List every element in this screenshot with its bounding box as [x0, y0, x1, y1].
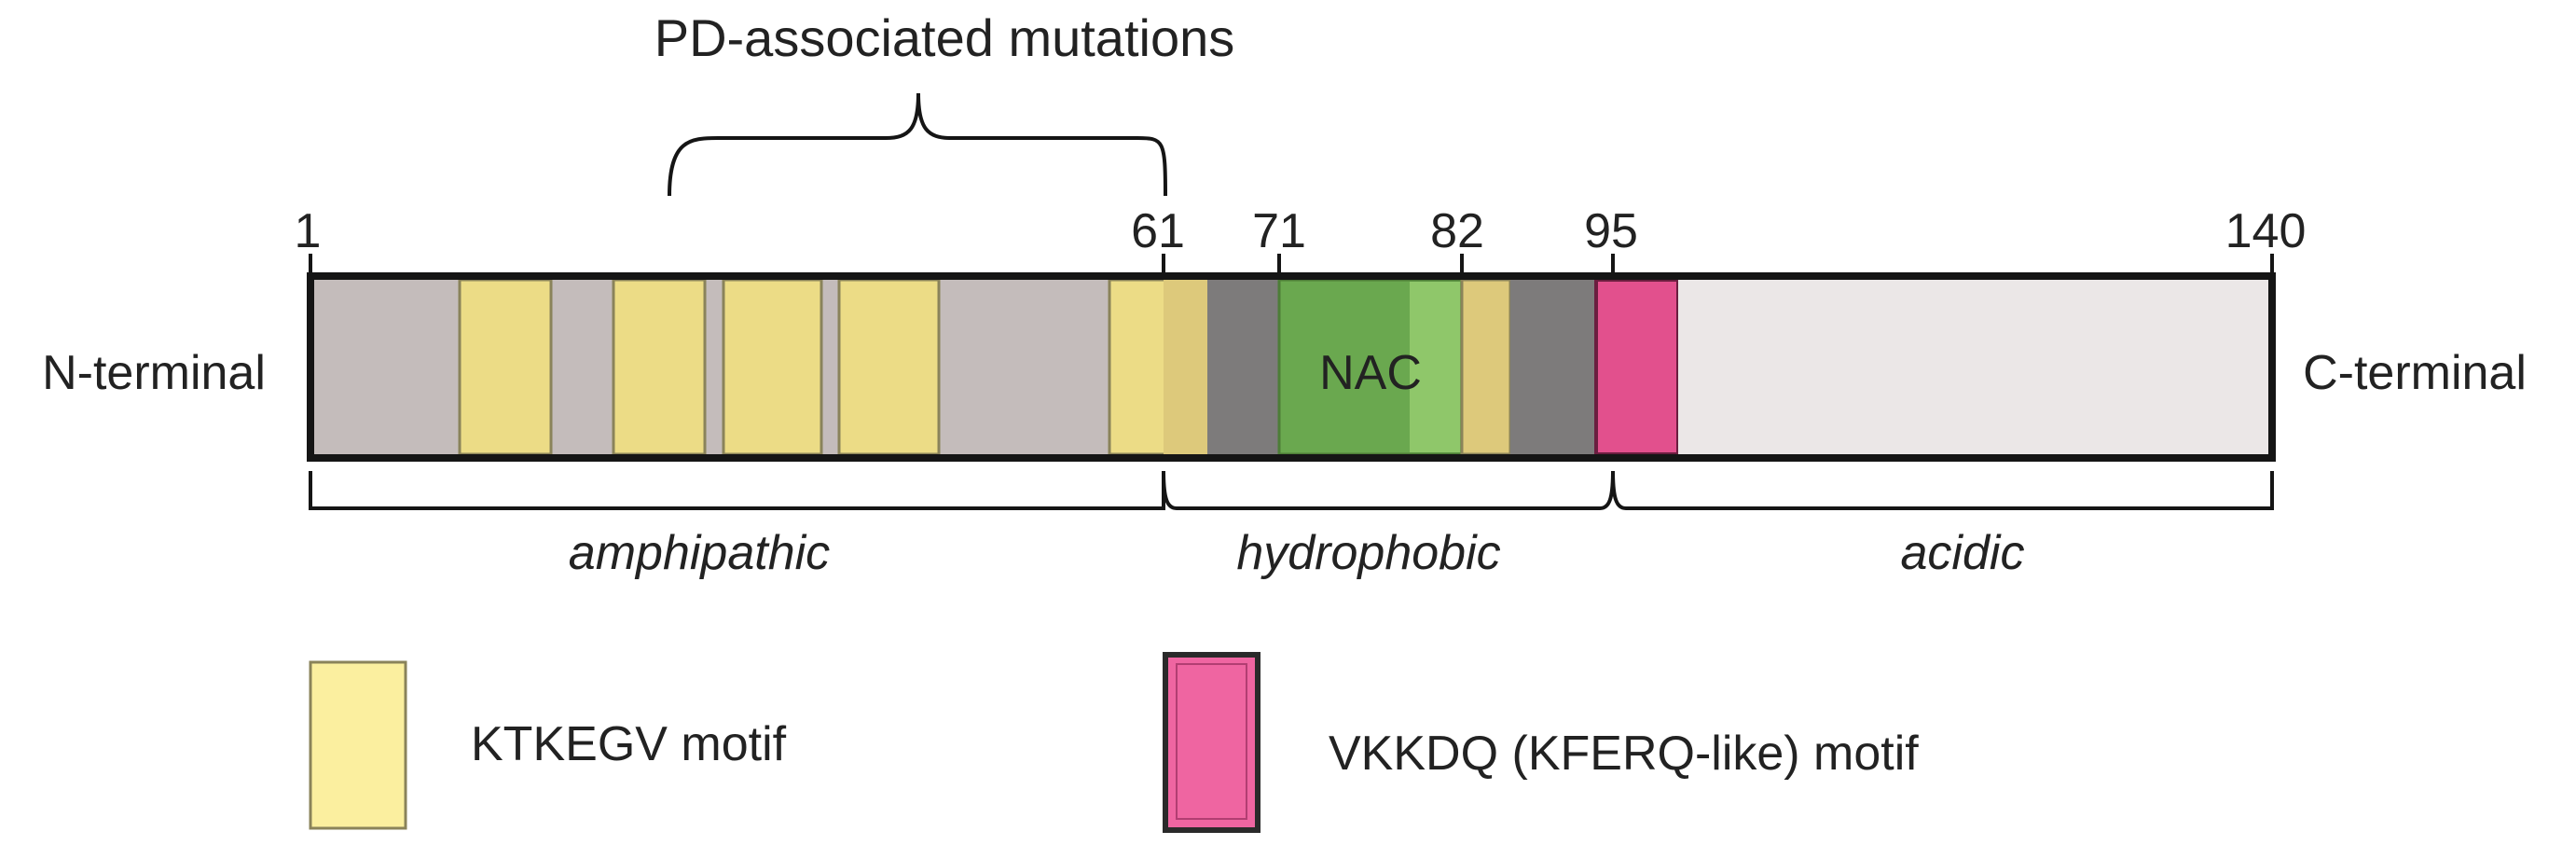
acidic-region [1678, 276, 2272, 458]
legend-label-vkkdq: VKKDQ (KFERQ-like) motif [1329, 727, 1919, 781]
tick-label-61: 61 [1131, 204, 1185, 258]
domain-label-hydrophobic: hydrophobic [1236, 526, 1500, 580]
ktkegv-motif-1 [458, 278, 553, 456]
tick-label-82: 82 [1430, 204, 1484, 258]
nac-region-highlight [1410, 282, 1460, 452]
ktkegv-motif-6 [1460, 278, 1512, 456]
domain-label-acidic: acidic [1901, 526, 2025, 580]
nac-label: NAC [1319, 346, 1422, 400]
domain-brackets [309, 470, 2274, 510]
ktkegv-motif-2 [612, 278, 707, 456]
tick-label-71: 71 [1252, 204, 1306, 258]
vkkdq-motif [1594, 278, 1680, 456]
tick-marks [309, 254, 2274, 274]
protein-bar [307, 272, 2276, 462]
domain-label-amphipathic: amphipathic [569, 526, 830, 580]
protein-bar-outline [307, 272, 2276, 462]
mutations-title: PD-associated mutations [654, 8, 1235, 67]
c-terminal-label: C-terminal [2303, 346, 2527, 400]
legend: KTKEGV motif VKKDQ (KFERQ-like) motif [309, 652, 1919, 833]
acidic-bracket [1611, 470, 2274, 510]
hydrophobic-region-right [1510, 276, 1596, 458]
mutations-bracket [668, 92, 1167, 197]
ktkegv-motif-5-overlap [1164, 280, 1207, 454]
ktkegv-motif-4 [837, 278, 941, 456]
amphipathic-bracket [309, 471, 1165, 510]
ktkegv-motif-3 [722, 278, 823, 456]
hydrophobic-region-left [1207, 276, 1279, 458]
n-terminal-label: N-terminal [42, 346, 266, 400]
hydrophobic-bracket [1162, 470, 1615, 510]
legend-label-ktkegv: KTKEGV motif [471, 717, 787, 771]
legend-swatch-ktkegv [309, 660, 407, 830]
tick-label-140: 140 [2225, 204, 2307, 258]
tick-label-95: 95 [1584, 204, 1638, 258]
legend-swatch-vkkdq-inner [1176, 663, 1247, 820]
tick-label-1: 1 [295, 204, 322, 258]
